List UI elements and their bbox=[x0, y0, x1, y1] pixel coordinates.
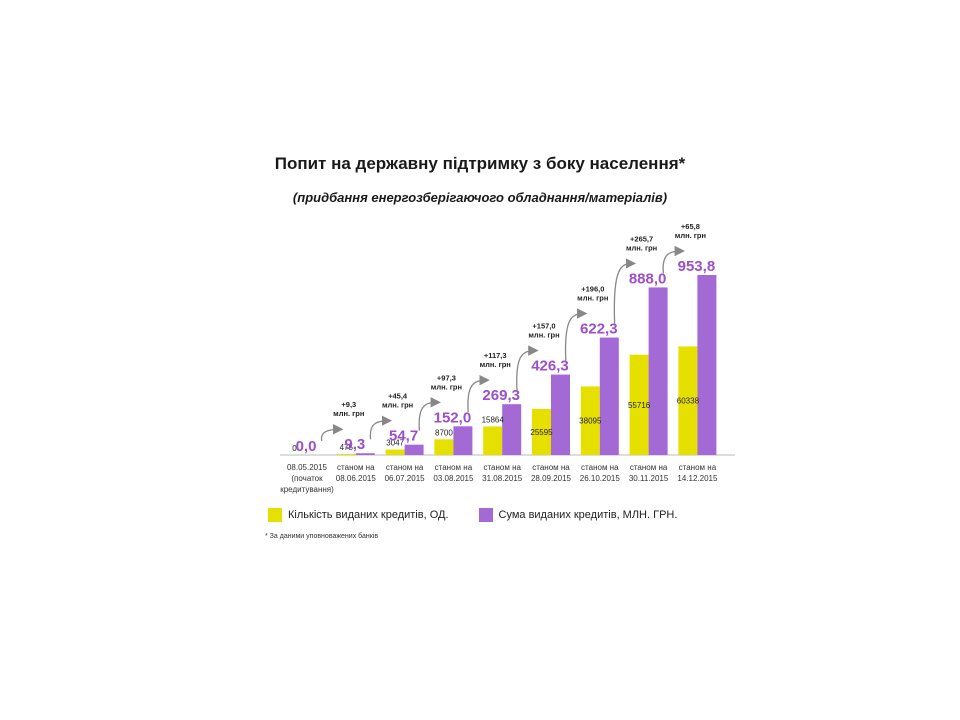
chart-subtitle: (придбання енергозберігаючого обладнання… bbox=[292, 190, 668, 205]
category-label: 14.12.2015 bbox=[677, 474, 718, 483]
bar-count bbox=[336, 454, 356, 455]
data-label-count: 25595 bbox=[530, 428, 553, 437]
increment-value: +65,8 bbox=[681, 222, 700, 231]
bar-sum bbox=[599, 337, 619, 455]
bar-sum bbox=[355, 453, 375, 455]
bar-count bbox=[629, 354, 649, 455]
bar-count bbox=[532, 408, 551, 455]
category-label: станом на bbox=[337, 463, 375, 472]
legend-swatch-sum bbox=[478, 508, 493, 522]
increment-arrow bbox=[467, 374, 490, 413]
legend-item-sum: Сума виданих кредитів, МЛН. ГРН. bbox=[478, 508, 678, 522]
data-label-count: 0 bbox=[292, 444, 297, 453]
category-label: станом на bbox=[532, 463, 570, 472]
increment-unit: млн. грн bbox=[333, 409, 364, 418]
data-label-count: 3047 bbox=[386, 439, 404, 448]
category-label: 30.11.2015 bbox=[629, 474, 669, 483]
increment-value: +97,3 bbox=[437, 373, 456, 382]
category-label: (початок bbox=[291, 474, 323, 483]
increment-unit: млн. грн bbox=[528, 331, 559, 340]
increment-value: +157,0 bbox=[532, 322, 555, 331]
category-label: 31.08.2015 bbox=[482, 474, 523, 483]
bar-sum bbox=[648, 287, 668, 455]
data-label-sum: 426,3 bbox=[531, 358, 569, 375]
increment-value: +196,0 bbox=[581, 285, 604, 294]
data-label-count: 8700 bbox=[435, 428, 453, 437]
category-label: станом на bbox=[435, 463, 473, 472]
increment-unit: млн. грн bbox=[480, 360, 511, 369]
increment-arrow bbox=[516, 345, 539, 391]
bar-count bbox=[434, 439, 454, 455]
bar-sum bbox=[697, 275, 717, 455]
category-label: 28.09.2015 bbox=[531, 474, 572, 483]
category-label: кредитування) bbox=[280, 485, 334, 494]
legend-item-count: Кількість виданих кредитів, ОД. bbox=[268, 508, 449, 522]
increment-arrow bbox=[613, 258, 637, 324]
legend-label-sum: Сума виданих кредитів, МЛН. ГРН. bbox=[498, 509, 678, 521]
increment-arrow bbox=[320, 424, 344, 442]
bar-count bbox=[580, 386, 600, 455]
category-label: станом на bbox=[581, 463, 619, 472]
data-label-count: 38095 bbox=[579, 417, 602, 426]
data-label-sum: 953,8 bbox=[678, 258, 716, 275]
bar-count bbox=[678, 346, 698, 455]
chart-title: Попит на державну підтримку з боку насел… bbox=[274, 154, 686, 173]
data-label-sum: 9,3 bbox=[344, 436, 365, 453]
category-label: 26.10.2015 bbox=[580, 474, 621, 483]
increment-arrow bbox=[418, 397, 441, 431]
legend-swatch-count bbox=[268, 508, 282, 522]
increment-value: +45,4 bbox=[388, 392, 408, 401]
legend: Кількість виданих кредитів, ОД. Сума вид… bbox=[268, 508, 707, 522]
increment-unit: млн. грн bbox=[382, 401, 413, 410]
category-label: станом на bbox=[630, 463, 668, 472]
increment-unit: млн. грн bbox=[577, 294, 608, 303]
category-label: станом на bbox=[483, 463, 521, 472]
increment-arrow bbox=[564, 308, 588, 361]
increment-arrow bbox=[662, 245, 685, 274]
data-label-count: 60338 bbox=[677, 397, 700, 406]
bar-count bbox=[385, 449, 405, 455]
data-label-count: 55716 bbox=[628, 401, 651, 410]
bar-sum bbox=[551, 374, 570, 455]
data-label-sum: 269,3 bbox=[482, 387, 520, 404]
category-label: 08.05.2015 bbox=[287, 463, 328, 472]
category-label: 08.06.2015 bbox=[336, 474, 377, 483]
bar-sum bbox=[502, 404, 522, 455]
bar-count bbox=[483, 426, 503, 455]
data-label-sum: 622,3 bbox=[580, 321, 618, 338]
increment-value: +265,7 bbox=[630, 234, 653, 243]
increment-value: +9,3 bbox=[341, 400, 356, 409]
footnote: * За даними уповноважених банків bbox=[265, 533, 379, 540]
increment-arrow bbox=[369, 415, 393, 440]
data-label-count: 475 bbox=[340, 443, 354, 452]
category-label: станом на bbox=[386, 463, 424, 472]
legend-label-count: Кількість виданих кредитів, ОД. bbox=[288, 509, 449, 521]
increment-unit: млн. грн bbox=[675, 231, 706, 240]
category-label: станом на bbox=[679, 463, 717, 472]
category-label: 06.07.2015 bbox=[385, 474, 426, 483]
data-label-sum: 0,0 bbox=[296, 438, 317, 455]
bar-sum bbox=[404, 444, 424, 455]
data-label-count: 15864 bbox=[482, 415, 505, 424]
increment-unit: млн. грн bbox=[626, 243, 657, 252]
increment-unit: млн. грн bbox=[431, 382, 462, 391]
data-label-sum: 888,0 bbox=[629, 270, 667, 287]
data-label-sum: 54,7 bbox=[389, 428, 418, 445]
data-label-sum: 152,0 bbox=[434, 409, 472, 426]
category-label: 03.08.2015 bbox=[433, 474, 474, 483]
bar-sum bbox=[453, 426, 473, 455]
increment-value: +117,3 bbox=[484, 351, 507, 360]
